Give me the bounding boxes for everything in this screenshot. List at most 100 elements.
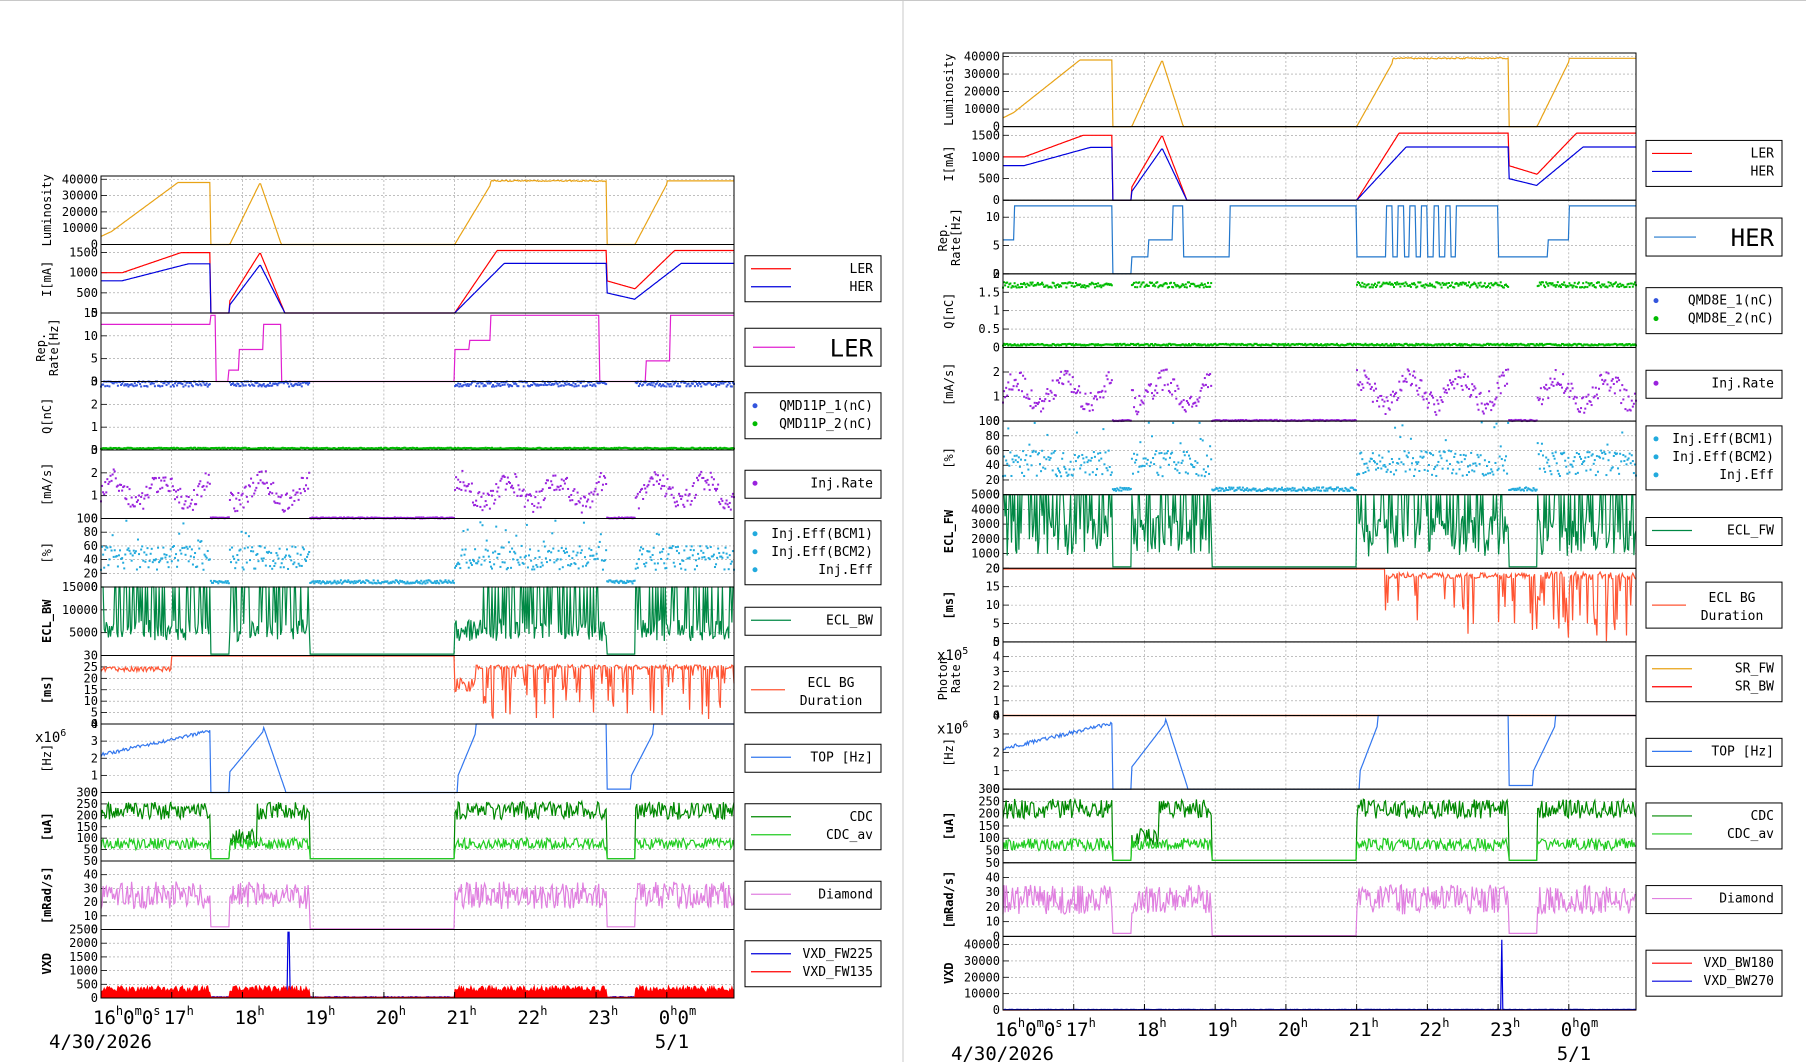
point [1549,282,1552,285]
point [1082,408,1085,411]
point [273,383,276,386]
point [456,384,459,387]
point [720,447,723,450]
point [1072,391,1075,394]
point [533,447,536,450]
point [1450,284,1453,287]
point [1197,474,1200,477]
point [1584,456,1587,459]
point [1525,486,1528,489]
point [1543,467,1546,470]
point [614,447,617,450]
point [682,559,685,562]
point [1195,285,1198,288]
point [1059,343,1062,346]
point [268,550,271,553]
point [1177,285,1180,288]
point [663,485,666,488]
point [1441,467,1444,470]
point [1562,373,1565,376]
point [1359,284,1362,287]
point [1468,387,1471,390]
point [344,447,347,450]
point [1408,284,1411,287]
point [226,580,229,583]
point [559,384,562,387]
point [1357,472,1360,475]
point [167,489,170,492]
point [242,506,245,509]
point [1108,465,1111,468]
point [328,516,331,519]
y-tick-label: 0 [993,488,1000,502]
point [285,381,288,384]
point [1024,283,1027,286]
point [229,447,232,450]
point [1488,390,1491,393]
point [588,547,591,550]
point [544,447,547,450]
point [1109,343,1112,346]
point [1230,486,1233,489]
point [650,381,653,384]
point [1139,441,1142,444]
point [1022,374,1025,377]
point [1572,397,1575,400]
point [1397,343,1400,346]
point [303,447,306,450]
point [1182,343,1185,346]
point [133,382,136,385]
point [463,484,466,487]
point [221,581,224,584]
point [398,582,401,585]
point [1461,281,1464,284]
point [409,581,412,584]
legend-box [744,520,882,586]
point [1137,470,1140,473]
point [669,382,672,385]
point [664,381,667,384]
point [631,582,634,585]
point [692,549,695,552]
point [423,447,426,450]
point [1633,392,1636,395]
point [596,382,599,385]
point [371,447,374,450]
point [257,385,260,388]
point [190,548,193,551]
point [534,383,537,386]
point [328,447,331,450]
point [1390,282,1393,285]
point [1081,343,1084,346]
point [1474,462,1477,465]
point [1012,285,1015,288]
series-her [1003,146,1636,201]
point [273,564,276,567]
point [425,579,428,582]
point [1362,285,1365,288]
point [1305,344,1308,347]
point [709,546,712,549]
point [1559,452,1562,455]
point [1471,343,1474,346]
point [674,505,677,508]
point [1578,343,1581,346]
point [1470,344,1473,347]
point [139,447,142,450]
point [535,564,538,567]
point [1428,393,1431,396]
point [657,533,660,536]
point [183,447,186,450]
point [220,447,223,450]
point [716,383,719,386]
point [607,516,610,519]
point [1456,344,1459,347]
point [187,385,190,388]
point [1204,285,1207,288]
point [270,384,273,387]
point [524,447,527,450]
point [617,446,620,449]
legend-box [744,606,882,636]
